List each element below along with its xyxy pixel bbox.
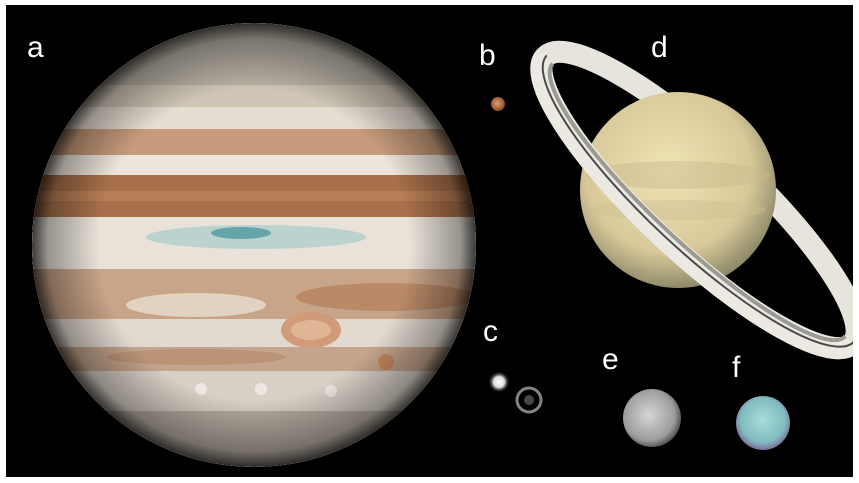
uranus-icon (736, 396, 790, 450)
panel-label-f: f (732, 351, 741, 384)
binary-star-icon (488, 371, 543, 414)
panel-label-e: e (602, 343, 619, 376)
mars-icon (491, 97, 505, 111)
panel-label-d: d (651, 31, 668, 64)
planets-image (32, 23, 853, 467)
saturn-icon (530, 40, 853, 360)
panel-label-a: a (27, 31, 44, 64)
panel-label-c: c (483, 315, 498, 348)
moon-icon (623, 389, 681, 447)
jupiter-icon (32, 23, 476, 467)
image-frame: a b c d e f (6, 5, 853, 477)
panel-label-b: b (479, 39, 496, 72)
